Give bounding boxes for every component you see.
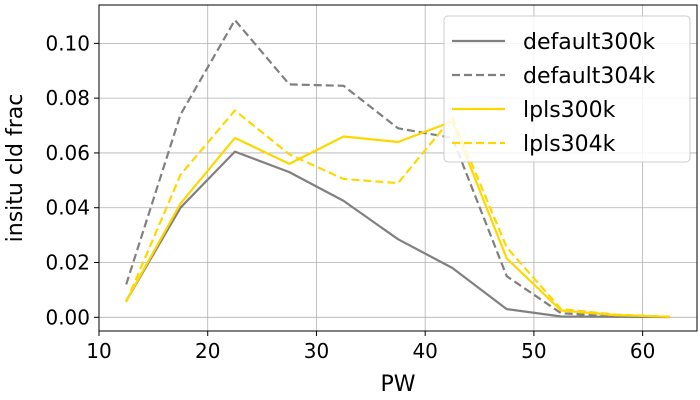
legend-box <box>443 15 691 163</box>
y-tick-label: 0.06 <box>45 141 90 165</box>
y-tick-label: 0.00 <box>45 305 90 329</box>
plot-frame <box>98 4 698 332</box>
y-tick-label: 0.02 <box>45 251 90 275</box>
y-tick-label: 0.10 <box>45 31 90 55</box>
x-tick-label: 40 <box>412 339 437 363</box>
series-line-default304k <box>125 19 670 319</box>
series-lines <box>125 19 670 319</box>
legend: default300k default304k lpls300k lpls304k <box>443 15 691 163</box>
x-tick-label: 60 <box>630 339 655 363</box>
series-line-default300k <box>125 150 670 319</box>
y-tick-label: 0.04 <box>45 196 90 220</box>
legend-label-lpls304k: lpls304k <box>523 132 616 157</box>
x-axis-label: PW <box>380 372 415 397</box>
legend-label-lpls300k: lpls300k <box>523 98 616 123</box>
x-axis-ticks: 10 20 30 40 50 60 <box>86 331 655 363</box>
series-line-lpls304k <box>125 109 670 318</box>
legend-label-default304k: default304k <box>523 64 655 89</box>
x-tick-label: 20 <box>195 339 220 363</box>
legend-label-default300k: default300k <box>523 30 655 55</box>
x-tick-label: 10 <box>86 339 111 363</box>
y-axis-label: insitu cld frac <box>3 94 28 243</box>
y-axis-ticks: 0.00 0.02 0.04 0.06 0.08 0.10 <box>45 31 99 329</box>
x-tick-label: 50 <box>521 339 546 363</box>
y-tick-label: 0.08 <box>45 86 90 110</box>
x-tick-label: 30 <box>304 339 329 363</box>
